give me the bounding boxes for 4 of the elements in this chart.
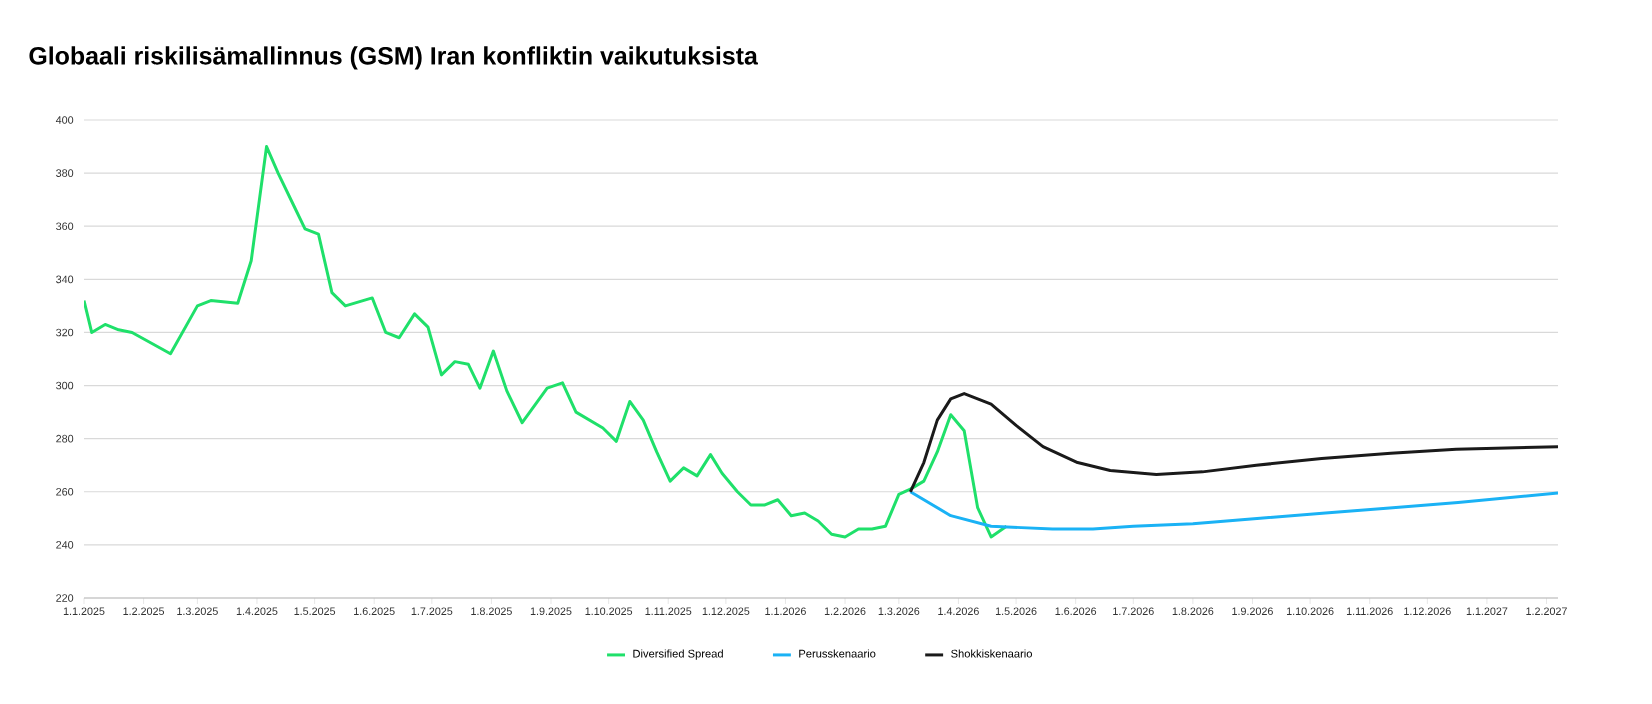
line-series bbox=[84, 145, 1008, 539]
chart-title: Globaali riskilisämallinnus (GSM) Iran konfliktin vaikutuksista bbox=[29, 46, 758, 70]
line-series bbox=[908, 392, 1559, 494]
line-series bbox=[908, 490, 1559, 531]
